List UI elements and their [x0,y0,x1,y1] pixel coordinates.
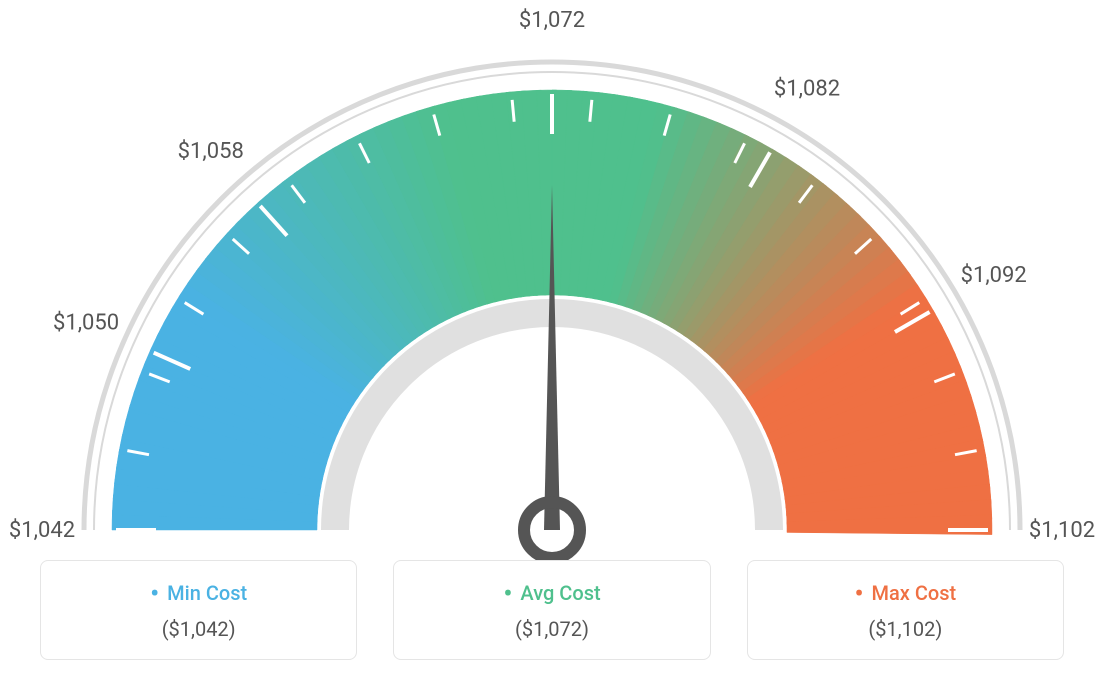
svg-text:$1,092: $1,092 [961,263,1027,288]
legend-card-min: Min Cost ($1,042) [40,560,357,660]
legend-value-max: ($1,102) [768,617,1043,641]
gauge-svg: $1,042 $1,050 $1,058 $1,072 $1,082 $1,092 $1,1… [0,0,1104,560]
svg-text:$1,082: $1,082 [774,76,840,101]
legend-row: Min Cost ($1,042) Avg Cost ($1,072) Max … [0,560,1104,660]
gauge-chart: $1,042 $1,050 $1,058 $1,072 $1,082 $1,092 $1,1… [0,0,1104,560]
legend-card-max: Max Cost ($1,102) [747,560,1064,660]
legend-label-max: Max Cost [768,579,1043,609]
svg-text:$1,072: $1,072 [519,8,585,33]
svg-text:$1,058: $1,058 [178,139,244,164]
legend-card-avg: Avg Cost ($1,072) [393,560,710,660]
svg-text:$1,050: $1,050 [53,311,119,336]
svg-text:$1,042: $1,042 [9,518,75,543]
legend-label-avg: Avg Cost [414,579,689,609]
svg-text:$1,102: $1,102 [1029,518,1095,543]
legend-value-avg: ($1,072) [414,617,689,641]
legend-label-min: Min Cost [61,579,336,609]
legend-value-min: ($1,042) [61,617,336,641]
